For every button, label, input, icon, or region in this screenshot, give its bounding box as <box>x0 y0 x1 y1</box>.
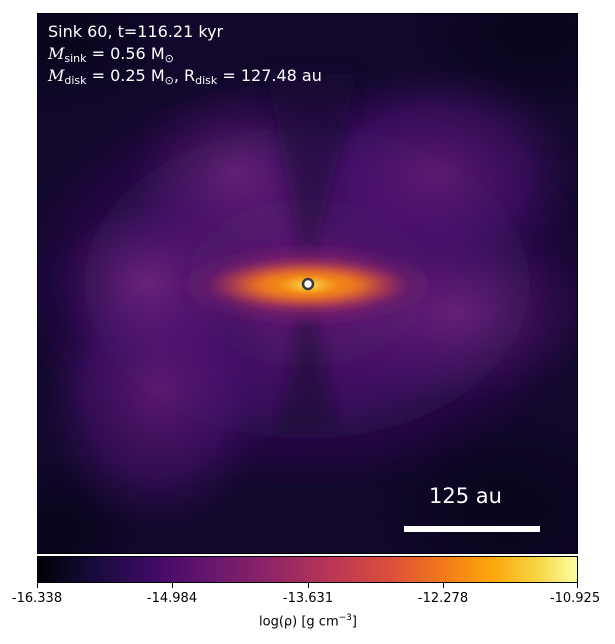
scale-bar-label: 125 au <box>429 484 502 508</box>
colorbar-tick-label: -16.338 <box>11 591 63 606</box>
colorbar-label: log(ρ) [g cm−3] <box>259 613 357 630</box>
colorbar-tick <box>37 583 38 588</box>
colorbar <box>37 556 578 583</box>
sink-marker <box>301 277 315 291</box>
colorbar-tick <box>443 583 444 588</box>
disk-properties-label: Mdisk = 0.25 M⊙, Rdisk = 127.48 au <box>48 66 322 87</box>
sink-time-label: Sink 60, t=116.21 kyr <box>48 22 224 41</box>
density-map: Sink 60, t=116.21 kyr Msink = 0.56 M⊙ Md… <box>37 13 578 554</box>
colorbar-tick <box>172 583 173 588</box>
sink-mass-label: Msink = 0.56 M⊙ <box>48 44 174 65</box>
colorbar-tick-label: -12.278 <box>417 591 469 606</box>
colorbar-tick <box>308 583 309 588</box>
colorbar-tick <box>577 583 578 588</box>
colorbar-tick-label: -13.631 <box>282 591 334 606</box>
colorbar-tick-label: -14.984 <box>146 591 198 606</box>
density-image <box>38 14 577 553</box>
scale-bar <box>404 526 540 532</box>
colorbar-tick-label: -10.925 <box>549 591 601 606</box>
